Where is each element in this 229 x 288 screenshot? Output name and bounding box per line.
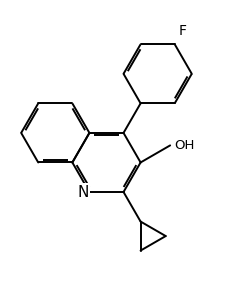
Text: OH: OH	[174, 139, 194, 152]
Text: N: N	[77, 185, 89, 200]
Text: F: F	[178, 24, 185, 38]
